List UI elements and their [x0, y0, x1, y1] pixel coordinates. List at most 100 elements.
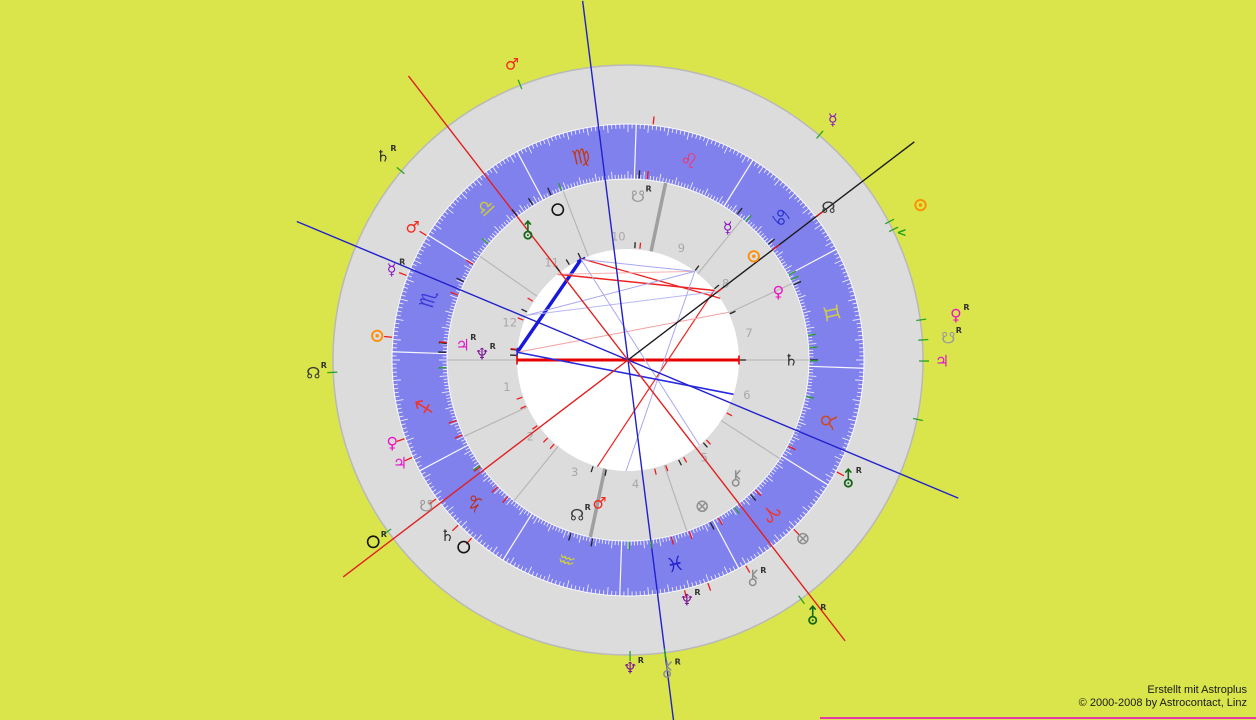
planet-inner-uranus	[523, 219, 533, 240]
retrograde-flag: R	[820, 603, 826, 612]
planet-outer-pof	[797, 532, 809, 545]
svg-text:♃: ♃	[393, 453, 407, 472]
retrograde-flag: R	[694, 588, 700, 597]
retrograde-flag: R	[760, 566, 766, 575]
svg-text:♄: ♄	[440, 526, 454, 545]
planet-outer-saturn: ♄	[440, 526, 454, 545]
planet-outer-jupiter: ♃	[393, 453, 407, 472]
planet-outer-south-node: ☋	[419, 497, 433, 516]
svg-text:♀: ♀	[386, 434, 398, 453]
svg-text:☋: ☋	[419, 497, 433, 516]
planet-outermost-sun	[914, 199, 927, 212]
retrograde-flag: R	[638, 656, 644, 665]
svg-text:☋: ☋	[631, 187, 645, 206]
retrograde-flag: R	[470, 333, 476, 342]
planet-outer-chiron: R	[748, 566, 766, 587]
svg-text:♃: ♃	[935, 352, 949, 371]
planet-inner-jupiter: ♃ R	[456, 333, 477, 355]
planet-outermost-lilith: R	[366, 530, 387, 549]
retrograde-flag: R	[490, 342, 496, 351]
planet-inner-south-node: ☋ R	[631, 184, 652, 206]
retrograde-flag: R	[399, 258, 405, 267]
house-number-1: 1	[503, 380, 510, 394]
credit-line-2: © 2000-2008 by Astrocontact, Linz	[1078, 697, 1247, 709]
retrograde-flag: R	[956, 326, 962, 335]
planet-inner-venus: ♀	[772, 282, 784, 301]
house-number-12: 12	[502, 316, 517, 330]
svg-text:♀: ♀	[772, 282, 784, 301]
svg-text:♂: ♂	[406, 218, 420, 237]
planet-inner-sun	[747, 250, 760, 263]
houses: 123456789101112	[447, 182, 809, 538]
planet-inner-mercury: ☿	[723, 218, 733, 237]
retrograde-flag: R	[646, 184, 652, 193]
planet-inner-mars: ♂	[592, 494, 606, 513]
bottom-edge-line	[820, 717, 1256, 719]
svg-text:♄: ♄	[784, 351, 798, 370]
house-number-2: 2	[527, 429, 534, 443]
house-number-9: 9	[678, 241, 685, 255]
zodiac-sign-pisces: ♓	[664, 550, 687, 577]
retrograde-flag: R	[856, 466, 862, 475]
credit-line-1: Erstellt mit Astroplus	[1147, 684, 1247, 696]
zodiac-ring	[392, 124, 864, 596]
planets: ♃ R♆ R☊ R ♂♄♀☿☋ R♂☿ R♀♃☋♄♆ RRR☊♂♄ R☊ RR♆ R RR♃☋ R♀ R☿	[306, 54, 970, 678]
svg-text:♆: ♆	[680, 590, 694, 609]
planet-outer-venus: ♀	[386, 434, 398, 453]
house-number-6: 6	[743, 388, 750, 402]
planet-outer-mercury: ☿ R	[387, 258, 406, 280]
house-number-4: 4	[632, 477, 639, 491]
svg-text:♃: ♃	[456, 336, 470, 355]
planet-outermost-uranus: R	[808, 603, 826, 625]
planet-outermost-mercury: ☿	[828, 110, 838, 129]
svg-text:♂: ♂	[592, 494, 606, 513]
retrograde-flag: R	[390, 144, 396, 153]
svg-text:♆: ♆	[623, 659, 637, 678]
planet-outermost-moon	[912, 213, 920, 227]
house-number-8: 8	[722, 277, 729, 291]
planet-inner-lilith	[551, 203, 565, 217]
planet-outermost-node: ☊ R	[306, 361, 327, 383]
planet-inner-neptune: ♆ R	[475, 342, 496, 364]
svg-text:☊: ☊	[306, 364, 320, 383]
planet-outer-neptune: ♆ R	[680, 588, 701, 610]
svg-text:☋: ☋	[941, 329, 955, 348]
degree-ticks	[392, 124, 864, 596]
house-number-10: 10	[611, 229, 626, 243]
retrograde-flag: R	[321, 361, 327, 370]
planet-outermost-jupiter: ♃	[935, 352, 949, 371]
planet-outermost-neptune: ♆ R	[623, 656, 644, 678]
planet-inner-node: ☊ R	[570, 503, 591, 525]
planet-outermost-chiron: R	[663, 658, 681, 678]
planet-outer-mars: ♂	[406, 218, 420, 237]
svg-text:☊: ☊	[821, 198, 835, 217]
planet-outermost-mars: ♂	[505, 54, 519, 73]
retrograde-flag: R	[675, 658, 681, 667]
planet-outer-sun	[371, 329, 384, 342]
planet-outermost-saturn: ♄ R	[376, 144, 397, 166]
zodiac-sign-sagittarius: ♐	[411, 396, 438, 419]
retrograde-flag: R	[585, 503, 591, 512]
svg-text:☿: ☿	[387, 260, 397, 279]
zodiac-sign-virgo: ♍	[570, 143, 593, 170]
planet-outermost-moon-gray	[934, 416, 942, 430]
svg-text:☊: ☊	[570, 505, 584, 524]
planet-outer-node: ☊	[821, 198, 835, 217]
planet-outer-uranus: R	[843, 466, 862, 488]
planet-inner-saturn: ♄	[784, 351, 798, 370]
pointer-mark: <	[897, 225, 907, 239]
svg-text:♆: ♆	[475, 344, 489, 363]
svg-text:♄: ♄	[376, 146, 390, 165]
axis-lines	[296, 0, 959, 720]
planet-inner-pof	[696, 500, 708, 513]
svg-text:♀: ♀	[950, 306, 962, 325]
zodiac-sign-gemini: ♊	[818, 302, 845, 325]
svg-text:♂: ♂	[505, 54, 519, 73]
planet-inner-chiron	[731, 469, 741, 487]
svg-text:☿: ☿	[723, 218, 733, 237]
planet-outermost-venus: ♀ R	[950, 303, 970, 325]
planet-outermost-south-node: ☋ R	[941, 326, 962, 348]
credits: Erstellt mit Astroplus © 2000-2008 by As…	[1079, 684, 1247, 710]
